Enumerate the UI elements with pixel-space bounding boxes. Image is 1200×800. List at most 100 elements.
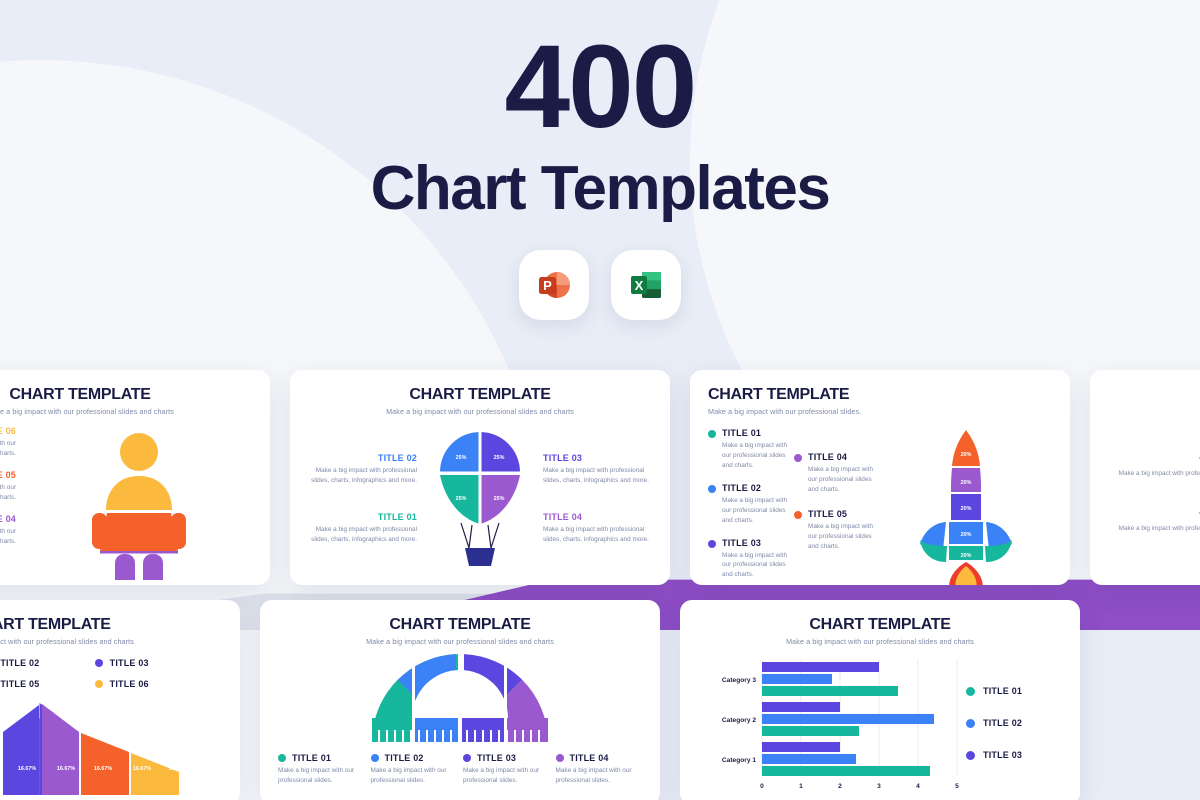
list-item[interactable]: TITLE 01 Make a big impact with our prof… [708, 428, 794, 471]
svg-text:Category 3: Category 3 [722, 677, 756, 684]
list-item[interactable]: TITLE 01 Make a big impact with professi… [308, 512, 417, 545]
protractor-legend: TITLE 01 Make a big impact with our prof… [278, 753, 642, 786]
svg-text:1: 1 [799, 783, 803, 790]
card-subtitle: Make a big impact with our professional … [386, 407, 574, 416]
legend-item[interactable]: TITLE 05 [0, 679, 95, 689]
legend-label: TITLE 03 [983, 750, 1023, 760]
item-desc: Make a big impact with our professional … [0, 483, 16, 501]
hero-number: 400 [504, 21, 698, 153]
excel-badge[interactable]: X [611, 250, 681, 320]
protractor-chart [372, 654, 548, 742]
svg-text:16.67%: 16.67% [57, 766, 75, 772]
svg-text:20%: 20% [961, 452, 972, 458]
legend-item[interactable]: TITLE 04 Make a big impact with our prof… [555, 753, 643, 786]
legend-item[interactable]: TITLE 03 Make a big impact with our prof… [463, 753, 550, 786]
card-heading: CHART TEMPLATE [389, 616, 531, 633]
legend-label: TITLE 02 [384, 753, 424, 763]
item-desc: Make a big impact with our professional … [278, 767, 355, 784]
legend-item[interactable]: TITLE 03 [94, 658, 204, 668]
item-desc: Make a big impact with our professional … [463, 767, 540, 784]
legend-dot-icon [94, 680, 103, 688]
legend-dot-icon [708, 484, 716, 493]
svg-text:Category 1: Category 1 [722, 757, 756, 764]
legend-dot-icon [708, 539, 716, 548]
bar-chart-legend: TITLE 01 TITLE 02 TITLE 03 [966, 656, 1062, 796]
powerpoint-badge[interactable]: P [519, 250, 589, 320]
list-item[interactable]: TITLE 04 Make a big impact with our prof… [0, 514, 16, 547]
card-heading: CHART TEMPLATE [708, 386, 850, 403]
balloon-legend-left: TITLE 02 Make a big impact with professi… [308, 453, 425, 545]
legend-item[interactable]: TITLE 03 [966, 750, 1062, 760]
list-item[interactable]: TITLE 02 Make a big impact with our prof… [708, 483, 794, 526]
list-item[interactable]: TITLE 03 Make a big impact with professi… [543, 453, 652, 486]
legend-item[interactable]: TITLE 01 [966, 686, 1062, 696]
card-heading: CHART TEMPLATE [0, 616, 111, 633]
svg-text:16.67%: 16.67% [169, 766, 187, 772]
legend-label: TITLE 03 [109, 658, 149, 668]
legend-item[interactable]: TITLE 01 Make a big impact with our prof… [278, 753, 365, 786]
card-heading: CHART TEMPLATE [409, 386, 551, 403]
legend-label: TITLE 04 [569, 753, 609, 763]
pyramid-chart: 16.67% 16.67% 16.67% 16.67% 16.67% 16.67… [3, 703, 187, 795]
card-protractor-chart[interactable]: CHART TEMPLATE Make a big impact with ou… [260, 600, 660, 800]
legend-item[interactable]: TITLE 06 [94, 679, 204, 689]
rocket-legend-col-1: TITLE 01 Make a big impact with our prof… [708, 428, 794, 585]
item-desc: Make a big impact with professional slid… [311, 526, 417, 543]
legend-dot-icon [966, 750, 975, 760]
card-balloon-chart[interactable]: CHART TEMPLATE Make a big impact with ou… [290, 370, 670, 585]
list-item[interactable]: TITLE 04 Make a big impact with professi… [543, 512, 652, 545]
hero-section: 400 Chart Templates P X [0, 0, 1200, 320]
legend-item[interactable]: TITLE 02 [0, 658, 95, 668]
card-row-top: CHART TEMPLATE Make a big impact with ou… [0, 370, 1200, 585]
card-pyramid-chart[interactable]: CHART TEMPLATE Make a big impact with ou… [0, 600, 240, 800]
card-heading: CHART TEMPLATE [809, 616, 951, 633]
item-desc: Make a big impact with our professional … [808, 522, 873, 550]
excel-icon: X [631, 272, 661, 298]
list-item[interactable]: TITLE 02 Make a big impact with professi… [1108, 511, 1200, 544]
card-iceberg-chart[interactable]: CHART TEMPLATE Make a big impact with ou… [1090, 370, 1200, 585]
card-rocket-chart[interactable]: CHART TEMPLATE Make a big impact with ou… [690, 370, 1070, 585]
list-item[interactable]: TITLE 04 Make a big impact with professi… [1108, 456, 1200, 489]
card-subtitle: Make a big impact with our professional … [366, 637, 554, 646]
legend-dot-icon [794, 510, 802, 519]
item-desc: Make a big impact with our professional … [722, 442, 787, 469]
legend-label: TITLE 01 [983, 686, 1023, 696]
list-item[interactable]: TITLE 03 Make a big impact with our prof… [708, 538, 794, 581]
svg-text:25%: 25% [456, 496, 467, 502]
svg-text:5: 5 [955, 783, 959, 790]
svg-text:0: 0 [760, 783, 764, 790]
legend-label: TITLE 03 [477, 753, 517, 763]
card-heading: CHART TEMPLATE [1108, 386, 1200, 404]
item-desc: Make a big impact with our professional … [0, 527, 16, 545]
svg-text:25%: 25% [494, 496, 505, 502]
item-desc: Make a big impact with our professional … [722, 551, 787, 579]
card-person-chart[interactable]: CHART TEMPLATE Make a big impact with ou… [0, 370, 270, 585]
item-desc: Make a big impact with professional slid… [1118, 524, 1200, 532]
item-title: TITLE 02 [1108, 511, 1200, 521]
list-item[interactable]: TITLE 04 Make a big impact with our prof… [794, 452, 880, 495]
legend-item[interactable]: TITLE 02 [966, 718, 1062, 728]
list-item[interactable]: TITLE 05 Make a big impact with our prof… [0, 470, 16, 503]
legend-dot-icon [794, 454, 802, 462]
pyramid-legend: TITLE 01 TITLE 02 TITLE 03 TITLE 04 TITL… [0, 658, 222, 700]
item-title: TITLE 04 [0, 513, 16, 524]
svg-text:Category 2: Category 2 [722, 717, 756, 724]
item-title: TITLE 05 [808, 508, 848, 519]
legend-item[interactable]: TITLE 02 Make a big impact with our prof… [370, 753, 458, 786]
card-subtitle: Make a big impact with our professional … [0, 407, 174, 416]
list-item[interactable]: TITLE 02 Make a big impact with professi… [308, 453, 417, 486]
item-title: TITLE 03 [543, 453, 583, 464]
svg-text:20%: 20% [961, 480, 972, 486]
item-desc: Make a big impact with our professional … [555, 767, 632, 784]
rocket-legend-col-2: TITLE 04 Make a big impact with our prof… [794, 428, 880, 585]
item-title: TITLE 01 [377, 512, 417, 522]
card-bar-chart[interactable]: CHART TEMPLATE Make a big impact with ou… [680, 600, 1080, 800]
list-item[interactable]: TITLE 05 Make a big impact with our prof… [794, 509, 880, 552]
list-item[interactable]: TITLE 06 Make a big impact with our prof… [0, 426, 16, 459]
legend-label: TITLE 02 [983, 718, 1023, 728]
format-badges: P X [0, 250, 1200, 320]
legend-label: TITLE 01 [292, 753, 332, 763]
card-subtitle: Make a big impact with our professional … [708, 407, 862, 416]
svg-text:3: 3 [877, 783, 881, 790]
item-desc: Make a big impact with our professional … [808, 466, 873, 493]
